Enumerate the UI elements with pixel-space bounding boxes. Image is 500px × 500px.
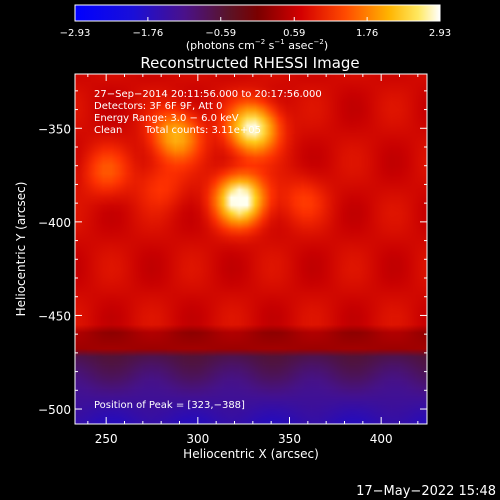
y-tick-label: −500	[38, 403, 71, 417]
annotation-energy-range: Energy Range: 3.0 − 6.0 keV	[94, 113, 239, 124]
y-axis-label: Heliocentric Y (arcsec)	[14, 182, 28, 317]
y-tick-label: −350	[38, 122, 71, 136]
annotation-total-counts: Total counts: 3.11e+05	[144, 125, 261, 136]
x-axis-label: Heliocentric X (arcsec)	[183, 447, 319, 461]
colorbar-gradient	[74, 4, 441, 22]
x-tick-label: 250	[95, 432, 118, 446]
colorbar-tick-label: 2.93	[429, 28, 451, 39]
annotation-peak-position: Position of Peak = [323,−388]	[94, 400, 245, 411]
colorbar-tick-label: −1.76	[133, 28, 164, 39]
annotations: 27−Sep−2014 20:11:56.000 to 20:17:56.000…	[94, 89, 322, 411]
chart-title: Reconstructed RHESSI Image	[140, 54, 359, 72]
y-tick-label: −400	[38, 216, 71, 230]
colorbar-tick-label: −0.59	[205, 28, 236, 39]
annotation-clean: Clean	[94, 125, 122, 136]
colorbar-tick-label: 0.59	[283, 28, 305, 39]
x-axis-ticks: 250 300 350 400	[87, 74, 419, 446]
heatmap-raster	[75, 74, 427, 424]
heatmap-image	[74, 73, 428, 425]
colorbar: −2.93 −1.76 −0.59 0.59 1.76 2.93 (photons cm−…	[60, 4, 451, 52]
y-axis-ticks: −350 −400 −450 −500	[38, 90, 427, 417]
x-tick-label: 350	[278, 432, 301, 446]
colorbar-tick-label: −2.93	[60, 28, 91, 39]
x-tick-label: 300	[186, 432, 209, 446]
plot-frame	[74, 73, 428, 425]
colorbar-unit-label: (photons cm−2 s−1 asec−2)	[186, 38, 328, 52]
annotation-time-range: 27−Sep−2014 20:11:56.000 to 20:17:56.000	[94, 89, 322, 100]
colorbar-ticks: −2.93 −1.76 −0.59 0.59 1.76 2.93	[60, 17, 451, 39]
y-tick-label: −450	[38, 309, 71, 323]
x-tick-label: 400	[370, 432, 393, 446]
annotation-detectors: Detectors: 3F 6F 9F, Att 0	[94, 101, 222, 112]
colorbar-tick-label: 1.76	[356, 28, 378, 39]
footer-date-stamp: 17−May−2022 15:48	[356, 484, 496, 499]
